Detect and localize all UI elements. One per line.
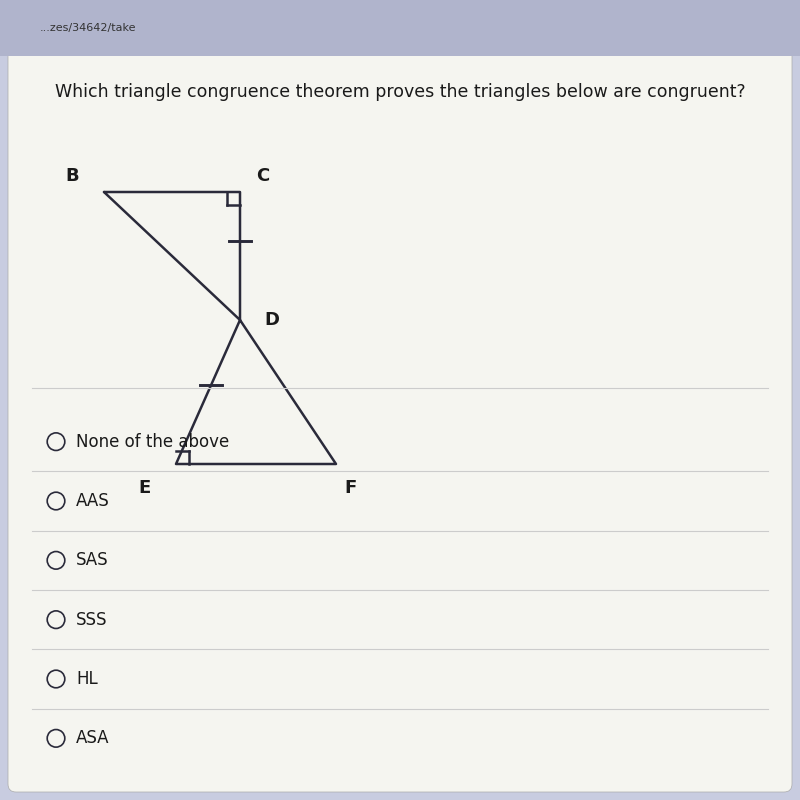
Text: ...zes/34642/take: ...zes/34642/take xyxy=(40,23,137,33)
Text: C: C xyxy=(256,167,270,185)
Text: HL: HL xyxy=(76,670,98,688)
Text: SSS: SSS xyxy=(76,610,107,629)
Text: B: B xyxy=(65,167,79,185)
Text: E: E xyxy=(138,479,150,497)
Bar xyxy=(0,0,800,56)
Text: SAS: SAS xyxy=(76,551,109,570)
FancyBboxPatch shape xyxy=(8,32,792,792)
Text: AAS: AAS xyxy=(76,492,110,510)
Text: None of the above: None of the above xyxy=(76,433,230,450)
Text: ASA: ASA xyxy=(76,730,110,747)
Text: Which triangle congruence theorem proves the triangles below are congruent?: Which triangle congruence theorem proves… xyxy=(54,83,746,101)
Text: D: D xyxy=(264,311,279,329)
Text: F: F xyxy=(344,479,356,497)
